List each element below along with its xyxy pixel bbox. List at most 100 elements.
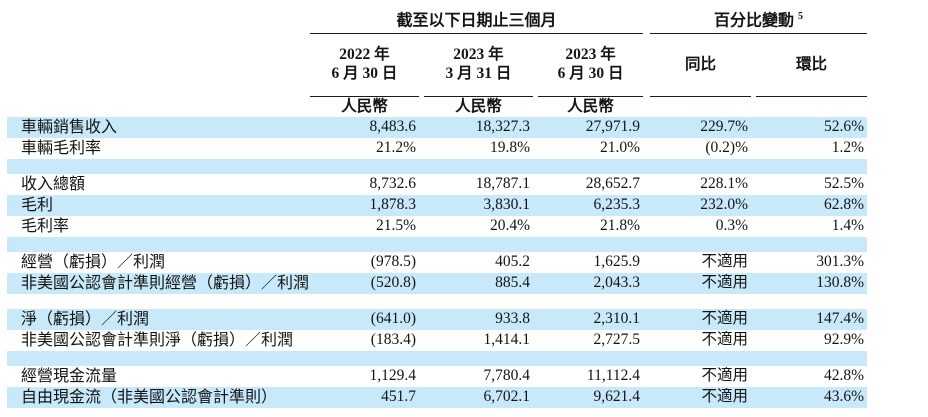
row-label: 經營現金流量 — [21, 367, 118, 385]
value-cell: 27,971.9 — [585, 118, 641, 136]
value-cell: 933.8 — [495, 310, 530, 328]
currency-label: 人民幣 — [341, 97, 388, 115]
value-cell: 1.2% — [831, 139, 865, 157]
column-gap — [643, 309, 650, 330]
value-cell: 18,787.1 — [475, 175, 530, 193]
row-label: 毛利率 — [21, 217, 70, 235]
value-cell: 21.0% — [599, 139, 641, 157]
group-header-change-note: 5 — [798, 11, 804, 23]
column-gap — [643, 252, 650, 273]
group-header-row: 截至以下日期止三個月 百分比變動 5 — [7, 8, 868, 34]
row-label: 收入總額 — [21, 175, 86, 193]
date-line2: 3 月 31 日 — [445, 65, 512, 82]
value-cell: 不適用 — [701, 310, 749, 328]
value-cell: 2,727.5 — [593, 331, 641, 349]
column-header-2023-03-31: 2023 年 3 月 31 日 — [424, 33, 533, 97]
row-label: 毛利 — [21, 196, 54, 214]
value-cell: 229.7% — [700, 118, 749, 136]
spacer-row — [7, 237, 868, 252]
currency-empty — [756, 97, 867, 118]
value-cell: 885.4 — [495, 274, 530, 292]
value-cell: 不適用 — [701, 274, 749, 292]
value-cell: 92.9% — [823, 331, 865, 349]
value-cell: 52.6% — [823, 118, 865, 136]
value-cell: 62.8% — [823, 196, 865, 214]
row-label: 非美國公認會計準則淨（虧損）／利潤 — [21, 331, 294, 349]
value-cell: 130.8% — [816, 274, 865, 292]
table-row: 非美國公認會計準則淨（虧損）／利潤 (183.4) 1,414.1 2,727.5 不適… — [7, 330, 867, 351]
column-gap — [643, 366, 650, 387]
value-cell: 232.0% — [700, 196, 749, 214]
column-gap — [643, 387, 650, 408]
column-gap — [643, 138, 650, 159]
column-gap — [643, 34, 650, 97]
value-cell: 20.4% — [489, 217, 530, 235]
spacer-row — [7, 294, 867, 309]
value-cell: 451.7 — [381, 388, 416, 406]
date-line2: 6 月 30 日 — [557, 65, 624, 82]
value-cell: 1,414.1 — [483, 331, 531, 349]
table-row: 淨（虧損）／利潤 (641.0) 933.8 2,310.1 不適用 147.4% — [7, 309, 868, 330]
value-cell: 9,621.4 — [593, 388, 641, 406]
column-gap — [643, 117, 650, 138]
currency-label: 人民幣 — [567, 97, 614, 115]
value-cell: 3,830.1 — [483, 196, 531, 214]
value-cell: 18,327.3 — [475, 118, 530, 136]
value-cell: 1,129.4 — [369, 367, 417, 385]
spacer-cell — [7, 294, 867, 309]
column-header-2023-06-30: 2023 年 6 月 30 日 — [538, 33, 644, 97]
group-header-change-label: 百分比變動 — [714, 12, 795, 30]
column-gap — [643, 273, 650, 294]
row-label: 車輛毛利率 — [21, 139, 102, 157]
value-cell: 147.4% — [816, 310, 865, 328]
column-header-yoy: 同比 — [650, 33, 752, 97]
value-cell: 1,625.9 — [593, 253, 641, 271]
group-header-change: 百分比變動 5 — [650, 8, 868, 34]
value-cell: 21.2% — [375, 139, 416, 157]
table-row: 毛利 1,878.3 3,830.1 6,235.3 232.0% 62.8% — [7, 195, 868, 216]
group-header-period-label: 截至以下日期止三個月 — [396, 12, 557, 30]
currency-row: 人民幣 人民幣 人民幣 — [7, 97, 867, 118]
value-cell: 1,878.3 — [369, 196, 417, 214]
table-row: 收入總額 8,732.6 18,787.1 28,652.7 228.1% 52.5% — [7, 174, 867, 195]
column-header-spacer — [7, 34, 310, 97]
financial-results-table: 截至以下日期止三個月 百分比變動 5 2022 年 6 月 30 日 2023 … — [7, 8, 868, 408]
value-cell: 不適用 — [701, 253, 749, 271]
column-gap — [643, 97, 650, 118]
currency-empty — [650, 97, 751, 118]
value-cell: 28,652.7 — [585, 175, 641, 193]
value-cell: 301.3% — [816, 253, 865, 271]
value-cell: 405.2 — [495, 253, 530, 271]
currency-label: 人民幣 — [455, 97, 502, 115]
value-cell: (978.5) — [370, 253, 416, 271]
column-gap — [643, 216, 650, 237]
group-header-spacer — [7, 8, 310, 34]
value-cell: 228.1% — [700, 175, 749, 193]
value-cell: (183.4) — [370, 331, 416, 349]
column-header-qoq: 環比 — [756, 33, 868, 97]
value-cell: 6,235.3 — [593, 196, 641, 214]
value-cell: 52.5% — [823, 175, 865, 193]
date-line1: 2022 年 — [339, 46, 390, 64]
currency-spacer — [7, 97, 310, 118]
value-cell: 21.5% — [375, 217, 416, 235]
table-row: 自由現金流（非美國公認會計準則） 451.7 6,702.1 9,621.4 不適用 43… — [7, 387, 868, 408]
value-cell: 2,310.1 — [593, 310, 641, 328]
spacer-cell — [7, 237, 867, 252]
value-cell: (0.2)% — [705, 139, 749, 157]
value-cell: 19.8% — [489, 139, 530, 157]
spacer-row — [7, 159, 868, 174]
table-row: 毛利率 21.5% 20.4% 21.8% 0.3% 1.4% — [7, 216, 867, 237]
value-cell: (641.0) — [370, 310, 416, 328]
row-label: 車輛銷售收入 — [21, 118, 118, 136]
spacer-row — [7, 351, 868, 366]
row-label: 自由現金流（非美國公認會計準則） — [21, 388, 278, 406]
table-row: 車輛銷售收入 8,483.6 18,327.3 27,971.9 229.7% 52.6% — [7, 117, 868, 138]
value-cell: 6,702.1 — [483, 388, 531, 406]
value-cell: 1.4% — [831, 217, 865, 235]
value-cell: (520.8) — [370, 274, 416, 292]
spacer-cell — [7, 159, 867, 174]
date-line1: 2023 年 — [453, 46, 504, 64]
value-cell: 不適用 — [701, 367, 749, 385]
